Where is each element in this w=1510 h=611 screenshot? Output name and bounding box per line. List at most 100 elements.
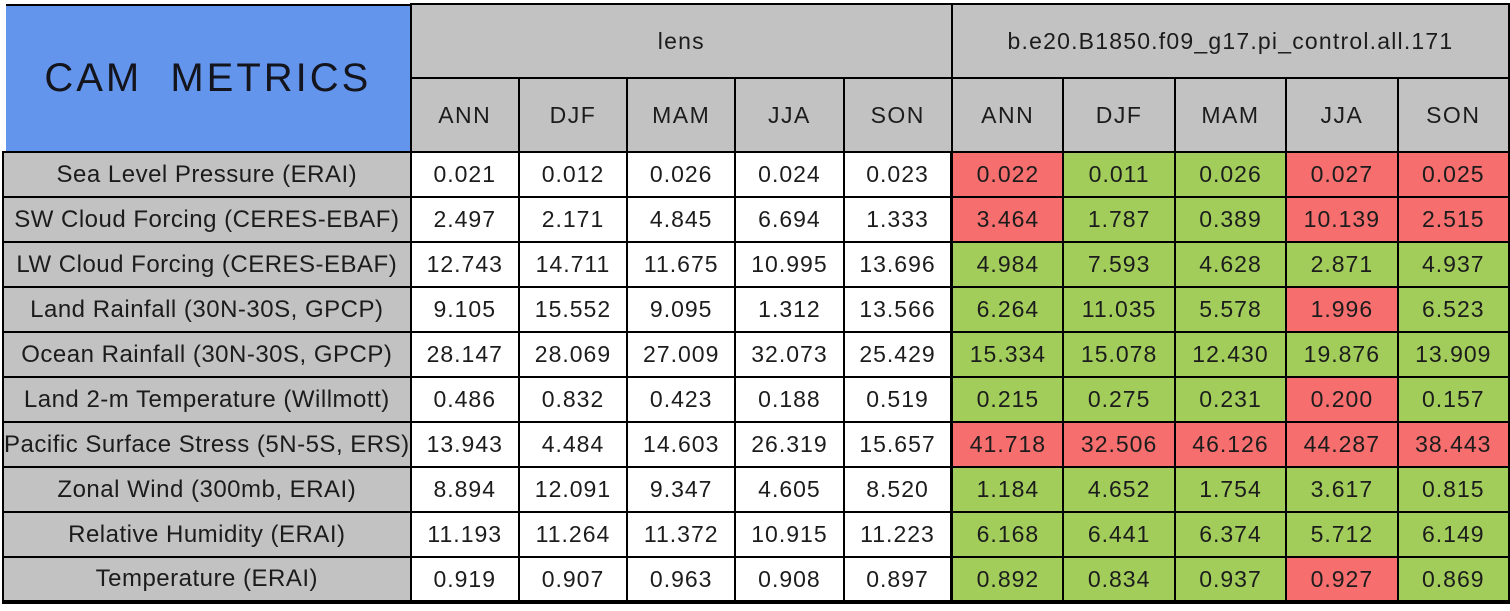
metric-value-cell: 0.021	[409, 151, 520, 198]
metric-value-cell: 4.605	[734, 466, 845, 513]
metric-value-cell: 0.815	[1396, 466, 1510, 513]
row-label: Sea Level Pressure (ERAI)	[2, 151, 412, 198]
metric-value-cell: 5.712	[1285, 511, 1399, 558]
metric-value-cell: 11.223	[842, 511, 953, 558]
metric-value-cell: 5.578	[1173, 286, 1288, 333]
season-header-lens-son: SON	[842, 77, 953, 153]
row-label: LW Cloud Forcing (CERES-EBAF)	[2, 241, 412, 288]
metric-value-cell: 1.787	[1062, 196, 1176, 243]
metric-value-cell: 0.907	[517, 556, 629, 604]
metric-value-cell: 6.523	[1396, 286, 1510, 333]
metric-value-cell: 6.374	[1173, 511, 1288, 558]
metric-value-cell: 28.069	[517, 331, 629, 378]
metric-value-cell: 0.157	[1396, 376, 1510, 423]
row-label: Temperature (ERAI)	[2, 556, 412, 604]
page-title: CAM METRICS	[44, 56, 372, 100]
metric-value-cell: 0.231	[1173, 376, 1288, 423]
metric-value-cell: 7.593	[1062, 241, 1176, 288]
metric-value-cell: 0.834	[1062, 556, 1176, 604]
metric-value-cell: 2.171	[517, 196, 629, 243]
metric-value-cell: 27.009	[626, 331, 737, 378]
group-header-row: CAM METRICS lens b.e20.B1850.f09_g17.pi_…	[3, 3, 1510, 153]
metric-value-cell: 0.869	[1396, 556, 1510, 604]
metric-value-cell: 4.652	[1062, 466, 1176, 513]
metric-value-cell: 1.312	[734, 286, 845, 333]
metric-value-cell: 10.139	[1285, 196, 1399, 243]
metric-value-cell: 0.026	[1173, 151, 1288, 198]
metric-value-cell: 0.832	[517, 376, 629, 423]
table-row: Relative Humidity (ERAI) 11.193 11.264 11.…	[2, 511, 1510, 558]
metric-value-cell: 0.027	[1285, 151, 1399, 198]
metric-value-cell: 0.937	[1173, 556, 1288, 604]
metric-value-cell: 28.147	[409, 331, 520, 378]
table-row: Land Rainfall (30N-30S, GPCP) 9.105 15.55…	[2, 286, 1510, 333]
table-row: Ocean Rainfall (30N-30S, GPCP) 28.147 28.…	[2, 331, 1510, 378]
metric-value-cell: 13.943	[409, 421, 520, 468]
row-label: Zonal Wind (300mb, ERAI)	[2, 466, 412, 513]
table-row: Zonal Wind (300mb, ERAI) 8.894 12.091 9.34…	[2, 466, 1510, 513]
metric-value-cell: 12.743	[409, 241, 520, 288]
season-header-control-djf: DJF	[1062, 77, 1176, 153]
metric-value-cell: 8.894	[409, 466, 520, 513]
metric-value-cell: 0.026	[626, 151, 737, 198]
metric-value-cell: 2.497	[409, 196, 520, 243]
metric-value-cell: 0.215	[950, 376, 1065, 423]
metric-value-cell: 3.617	[1285, 466, 1399, 513]
metric-value-cell: 0.486	[409, 376, 520, 423]
metric-value-cell: 0.022	[950, 151, 1065, 198]
metric-value-cell: 11.372	[626, 511, 737, 558]
metric-value-cell: 9.095	[626, 286, 737, 333]
metric-value-cell: 10.915	[734, 511, 845, 558]
metric-value-cell: 11.264	[517, 511, 629, 558]
metric-value-cell: 15.657	[842, 421, 953, 468]
metric-value-cell: 0.519	[842, 376, 953, 423]
row-label: Ocean Rainfall (30N-30S, GPCP)	[2, 331, 412, 378]
metric-value-cell: 32.073	[734, 331, 845, 378]
row-label: SW Cloud Forcing (CERES-EBAF)	[2, 196, 412, 243]
metric-value-cell: 4.937	[1396, 241, 1510, 288]
season-header-control-jja: JJA	[1285, 77, 1399, 153]
metric-value-cell: 1.184	[950, 466, 1065, 513]
metric-value-cell: 10.995	[734, 241, 845, 288]
metric-value-cell: 15.334	[950, 331, 1065, 378]
metric-value-cell: 32.506	[1062, 421, 1176, 468]
metric-value-cell: 6.441	[1062, 511, 1176, 558]
metric-value-cell: 6.694	[734, 196, 845, 243]
metric-value-cell: 6.264	[950, 286, 1065, 333]
table-row: Sea Level Pressure (ERAI) 0.021 0.012 0.02…	[2, 151, 1510, 198]
metric-value-cell: 0.908	[734, 556, 845, 604]
metric-value-cell: 3.464	[950, 196, 1065, 243]
metric-value-cell: 0.023	[842, 151, 953, 198]
metric-value-cell: 0.897	[842, 556, 953, 604]
metric-value-cell: 9.347	[626, 466, 737, 513]
metric-value-cell: 0.024	[734, 151, 845, 198]
season-header-lens-jja: JJA	[734, 77, 845, 153]
row-label: Pacific Surface Stress (5N-5S, ERS)	[2, 421, 412, 468]
metric-value-cell: 0.200	[1285, 376, 1399, 423]
metric-value-cell: 4.484	[517, 421, 629, 468]
metric-value-cell: 0.423	[626, 376, 737, 423]
metrics-table: CAM METRICS lens b.e20.B1850.f09_g17.pi_…	[2, 3, 1510, 604]
metric-value-cell: 0.012	[517, 151, 629, 198]
season-header-lens-mam: MAM	[626, 77, 737, 153]
metric-value-cell: 1.996	[1285, 286, 1399, 333]
metric-value-cell: 2.515	[1396, 196, 1510, 243]
column-group-lens: lens	[409, 3, 953, 79]
metric-value-cell: 14.603	[626, 421, 737, 468]
metric-value-cell: 44.287	[1285, 421, 1399, 468]
title-box: CAM METRICS	[6, 4, 409, 150]
metric-value-cell: 0.927	[1285, 556, 1399, 604]
metric-value-cell: 46.126	[1173, 421, 1288, 468]
season-header-lens-djf: DJF	[517, 77, 629, 153]
metric-value-cell: 4.628	[1173, 241, 1288, 288]
metric-value-cell: 4.845	[626, 196, 737, 243]
row-label: Relative Humidity (ERAI)	[2, 511, 412, 558]
table-row: Land 2-m Temperature (Willmott) 0.486 0.8…	[2, 376, 1510, 423]
metric-value-cell: 26.319	[734, 421, 845, 468]
row-label: Land 2-m Temperature (Willmott)	[2, 376, 412, 423]
column-group-control-run: b.e20.B1850.f09_g17.pi_control.all.171	[950, 3, 1510, 79]
metric-value-cell: 11.035	[1062, 286, 1176, 333]
metric-value-cell: 9.105	[409, 286, 520, 333]
metric-value-cell: 2.871	[1285, 241, 1399, 288]
